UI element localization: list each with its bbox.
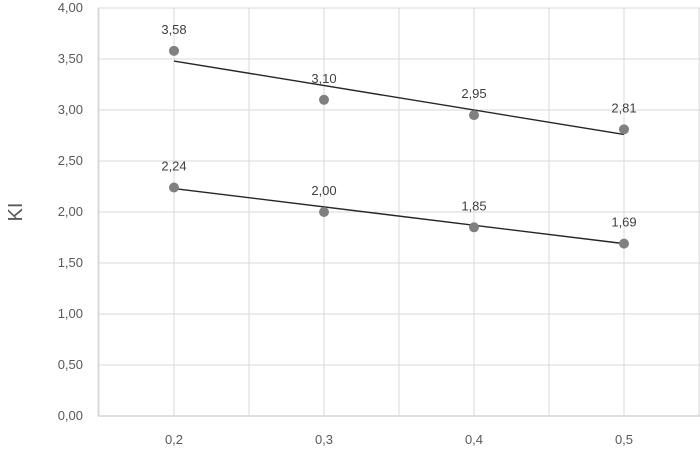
trendline <box>173 187 625 245</box>
series-1: 3,58 3,10 2,95 2,81 <box>161 22 637 136</box>
y-tick-label: 2,00 <box>58 204 83 219</box>
y-tick-label: 4,00 <box>58 0 83 15</box>
y-axis-ticks: 0,00 0,50 1,00 1,50 2,00 2,50 3,00 3,50 4,00 <box>58 0 83 423</box>
data-point <box>469 110 479 121</box>
y-tick-label: 3,50 <box>58 51 83 66</box>
y-tick-label: 0,50 <box>58 357 83 372</box>
data-label: 2,95 <box>461 86 486 101</box>
data-label: 1,85 <box>461 198 486 213</box>
y-tick-label: 0,00 <box>58 408 83 423</box>
data-label: 1,69 <box>611 215 636 230</box>
series-2: 2,24 2,00 1,85 1,69 <box>161 159 637 249</box>
data-label: 3,10 <box>311 71 336 86</box>
data-point <box>319 207 329 217</box>
y-tick-label: 1,00 <box>58 306 83 321</box>
x-axis-ticks: 0,2 0,3 0,4 0,5 <box>165 432 633 447</box>
data-label: 2,24 <box>161 159 186 174</box>
data-point <box>619 124 629 135</box>
data-label: 3,58 <box>161 22 186 37</box>
x-tick-label: 0,2 <box>165 432 183 447</box>
data-label: 2,81 <box>611 100 636 115</box>
grid-layer <box>97 7 700 417</box>
x-tick-label: 0,3 <box>315 432 333 447</box>
data-point <box>319 94 329 105</box>
data-point <box>619 238 629 249</box>
data-point <box>469 222 479 233</box>
x-tick-label: 0,4 <box>465 432 483 447</box>
data-label: 2,00 <box>311 183 336 198</box>
y-tick-label: 1,50 <box>58 255 83 270</box>
y-tick-label: 3,00 <box>58 102 83 117</box>
trendline <box>173 60 625 136</box>
x-tick-label: 0,5 <box>615 432 633 447</box>
y-axis-label: KI <box>5 203 27 222</box>
data-point <box>169 45 179 56</box>
y-tick-label: 2,50 <box>58 153 83 168</box>
series-layer: 3,58 3,10 2,95 2,81 2,24 2,00 1,85 1,69 <box>161 22 637 249</box>
data-point <box>169 182 179 193</box>
